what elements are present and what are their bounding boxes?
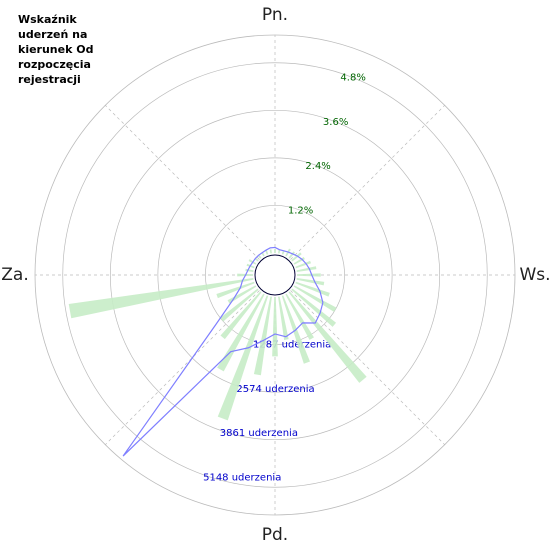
bar	[296, 266, 317, 272]
bar	[291, 252, 302, 262]
bar	[217, 293, 265, 372]
y-tick-label: 1.2%	[288, 205, 313, 216]
x-tick-label: Pd.	[262, 525, 288, 545]
y-tick-label: 3.6%	[323, 117, 348, 128]
bar	[295, 281, 330, 297]
y2-tick-label: 5148 uderzenia	[203, 472, 281, 483]
x-tick-label: Za.	[1, 265, 28, 285]
bar	[293, 285, 337, 312]
spoke	[290, 290, 445, 445]
bar	[288, 251, 296, 259]
bar	[296, 273, 321, 277]
spoke	[105, 105, 260, 260]
bar	[227, 285, 257, 304]
bar	[296, 278, 325, 286]
grid-ring	[62, 62, 488, 488]
bar	[217, 295, 269, 421]
bar	[220, 288, 259, 322]
bar	[245, 268, 254, 272]
y-tick-label: 4.8%	[340, 73, 365, 84]
bar	[272, 296, 278, 357]
grid-ring	[157, 157, 393, 393]
bar	[68, 278, 254, 319]
inner-circle	[254, 254, 296, 296]
bar	[295, 260, 312, 269]
bar	[274, 249, 276, 254]
spoke	[105, 290, 260, 445]
y2-tick-label: 3861 uderzenia	[220, 428, 298, 439]
bar	[269, 249, 272, 254]
chart-title: Wskaźnik uderzeń na kierunek Od rozpoczę…	[18, 13, 94, 86]
bar	[278, 296, 289, 340]
spoke	[290, 105, 445, 260]
grid-ring	[109, 109, 441, 441]
line	[122, 246, 324, 457]
bar	[285, 293, 314, 340]
bar	[265, 250, 269, 255]
x-tick-label: Pn.	[262, 5, 288, 25]
y-tick-label: 2.4%	[305, 161, 330, 172]
y2-tick-label: 1287 uderzenia	[253, 340, 331, 351]
bar	[253, 296, 272, 376]
bar	[216, 281, 255, 299]
x-tick-label: Ws.	[519, 265, 550, 285]
bar	[291, 288, 337, 327]
bar	[220, 291, 262, 340]
bar	[288, 291, 367, 383]
y2-tick-label: 2574 uderzenia	[236, 384, 314, 395]
